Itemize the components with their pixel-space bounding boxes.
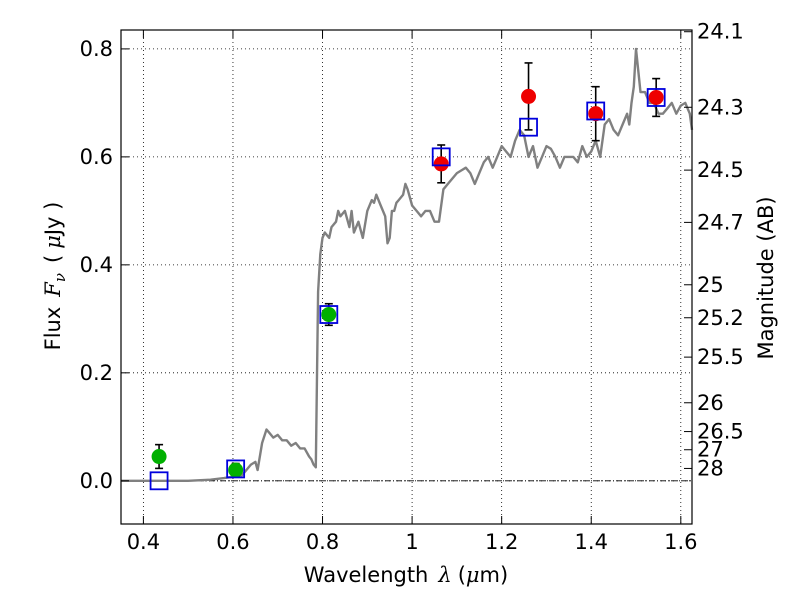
model-spectrum-line <box>121 47 694 482</box>
observed-nir-point <box>521 88 537 104</box>
y-tick-label: 0.4 <box>80 253 113 277</box>
x-tick-label: 1.4 <box>575 530 608 554</box>
magnitude-tick-label: 25 <box>697 273 724 297</box>
x-axis-ticks: 0.4 0.6 0.8 1 1.2 1.4 1.6 <box>127 30 698 554</box>
magnitude-tick-label: 26 <box>697 391 724 415</box>
model-spectrum-group <box>121 47 694 482</box>
y-tick-label: 0.6 <box>80 145 113 169</box>
observed-optical-point <box>151 449 167 465</box>
x-axis-label: Wavelength λ (μm) <box>304 563 508 587</box>
observed-nir-point <box>648 89 664 105</box>
x-tick-label: 1 <box>405 530 418 554</box>
magnitude-tick-label: 24.1 <box>697 20 744 44</box>
y-tick-label: 0.8 <box>80 37 113 61</box>
y-tick-label: 0.0 <box>80 469 113 493</box>
magnitude-tick-label: 27 <box>697 438 724 462</box>
x-tick-label: 1.2 <box>485 530 518 554</box>
model-photometry-square <box>586 101 606 121</box>
observed-nir-points <box>433 88 664 172</box>
model-photometry-square <box>519 117 538 137</box>
model-photometry-square <box>149 471 169 491</box>
observed-nir-point <box>433 156 449 172</box>
y-tick-label: 0.2 <box>80 361 113 385</box>
magnitude-tick-label: 25.5 <box>697 345 744 369</box>
model-photometry-square <box>431 147 451 167</box>
grid-lines <box>121 30 692 524</box>
y-axis-label: FluxFν(μJy ) <box>41 202 69 351</box>
y-axis-ticks: 0.0 0.2 0.4 0.6 0.8 <box>80 37 129 493</box>
observed-optical-points <box>151 307 337 478</box>
model-photometry-square <box>226 459 246 479</box>
magnitude-tick-label: 28 <box>697 456 724 480</box>
magnitude-axis-label: Magnitude (AB) <box>754 196 778 359</box>
observed-nir-point <box>588 106 604 122</box>
observed-optical-point <box>228 462 244 478</box>
magnitude-tick-label: 25.2 <box>697 306 744 330</box>
observed-optical-point <box>321 307 337 323</box>
model-photometry-square <box>646 88 666 107</box>
x-tick-label: 1.6 <box>664 530 697 554</box>
magnitude-tick-label: 24.3 <box>697 95 744 119</box>
magnitude-tick-label: 24.5 <box>697 158 744 182</box>
error-bars <box>155 62 661 478</box>
x-tick-label: 0.4 <box>127 530 160 554</box>
magnitude-tick-label: 26.5 <box>697 420 744 444</box>
x-tick-label: 0.6 <box>216 530 249 554</box>
model-photometry-squares <box>149 88 666 491</box>
magnitude-tick-label: 24.7 <box>697 210 744 234</box>
plot-frame <box>120 29 693 525</box>
model-photometry-square <box>319 305 339 324</box>
x-tick-label: 0.8 <box>306 530 339 554</box>
